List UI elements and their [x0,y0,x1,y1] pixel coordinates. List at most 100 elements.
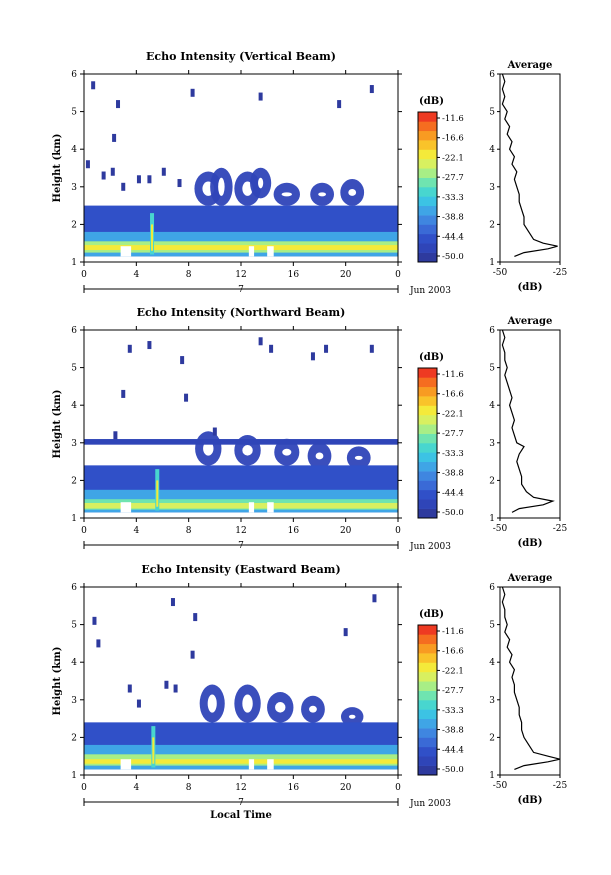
echo-spike-core [156,480,159,507]
colorbar-tick-label: -33.3 [442,449,464,459]
colorbar-swatch [418,405,437,416]
colorbar-tick-label: -50.0 [442,765,464,775]
colorbar-swatch [418,461,437,472]
echo-point [193,613,198,622]
echo-cloud-gap [315,452,324,460]
average-y-tick-label: 2 [489,733,495,743]
x-axis-label: Local Time [210,810,272,821]
heatmap-area [84,74,398,262]
colorbar-frame [417,367,438,519]
x-tick-label: 12 [235,526,246,536]
y-tick-label: 2 [71,476,77,486]
x-tick-label: 4 [133,783,139,793]
echo-point [170,598,175,607]
x-tick-label: 8 [186,526,192,536]
y-tick-label: 6 [71,326,77,336]
panel-3: Echo Intensity (Eastward Beam)123456Heig… [52,563,568,821]
echo-point [258,337,263,346]
y-tick-label: 1 [71,771,77,781]
data-gap [120,246,132,257]
x-tick-label: 0 [395,270,401,280]
colorbar-unit: (dB) [419,96,444,107]
colorbar-swatch [418,233,437,244]
panel-title: Echo Intensity (Northward Beam) [137,306,346,319]
x-tick-label: 16 [288,526,300,536]
average-x-label: (dB) [518,282,543,293]
colorbar-swatch [418,414,437,425]
colorbar-swatch [418,737,437,748]
colorbar-swatch [418,508,437,519]
echo-point [121,389,126,398]
average-y-tick-label: 2 [489,220,495,230]
colorbar-swatch [418,386,437,397]
colorbar-swatch [418,709,437,720]
echo-cloud-gap [242,181,253,196]
average-x-label: (dB) [518,795,543,806]
echo-point [136,699,141,708]
colorbar-tick-label: -16.6 [442,134,464,144]
echo-point [190,650,195,659]
colorbar-swatch [418,634,437,645]
echo-point [147,175,152,184]
average-x-tick-label: -25 [553,268,568,278]
colorbar-swatch [418,368,437,378]
x-tick-label: 12 [235,783,246,793]
echo-point [337,100,342,109]
average-profile-line [501,586,561,770]
colorbar-swatch [418,187,437,197]
x-tick-label: 4 [133,270,139,280]
colorbar-tick-label: -50.0 [442,252,464,262]
y-tick-label: 6 [71,583,77,593]
x-tick-label: 8 [186,270,192,280]
colorbar-tick-label: -33.3 [442,706,464,716]
colorbar-swatch [418,168,437,178]
colorbar-tick-label: -38.8 [442,469,464,479]
colorbar-swatch [418,671,437,682]
y-tick-label: 6 [71,70,77,80]
colorbar-swatch [418,480,437,491]
colorbar-swatch [418,700,437,710]
average-x-tick-label: -25 [553,781,568,791]
colorbar-swatch [418,121,437,132]
heatmap-area [84,330,398,518]
echo-cloud-gap [203,441,214,456]
date-marker: 7 [238,541,244,551]
data-gap [120,759,132,770]
average-y-tick-label: 5 [489,621,495,631]
x-tick-label: 16 [288,270,300,280]
data-gap [248,502,255,513]
colorbar-tick-label: -16.6 [442,390,464,400]
average-x-tick-label: -50 [493,781,508,791]
echo-layer-4 [84,759,398,764]
colorbar-swatch [418,243,437,253]
echo-point [116,100,121,109]
colorbar-swatch [418,215,437,225]
average-y-tick-label: 6 [489,326,495,336]
colorbar-swatch [418,625,437,635]
average-frame [499,586,561,776]
y-tick-label: 1 [71,514,77,524]
x-tick-label: 0 [81,526,87,536]
average-y-tick-label: 3 [489,696,495,706]
colorbar-tick-label: -27.7 [442,429,464,439]
y-tick-label: 4 [71,145,77,155]
echo-point [372,594,377,603]
x-tick-label: 0 [81,270,87,280]
y-tick-label: 1 [71,258,77,268]
echo-point [92,616,97,625]
colorbar-swatch [418,252,437,263]
colorbar-tick-label: -11.6 [442,370,464,380]
colorbar-swatch [418,718,437,729]
colorbar-tick-label: -22.1 [442,666,464,676]
colorbar-tick-label: -22.1 [442,153,464,163]
y-tick-label: 5 [71,621,77,631]
colorbar-swatch [418,130,437,141]
echo-cloud-gap [258,177,264,189]
echo-cloud-gap [242,694,253,713]
echo-point [136,175,141,184]
echo-point [164,680,169,689]
y-axis-label: Height (km) [52,134,63,203]
colorbar-unit: (dB) [419,352,444,363]
colorbar-frame [417,624,438,776]
